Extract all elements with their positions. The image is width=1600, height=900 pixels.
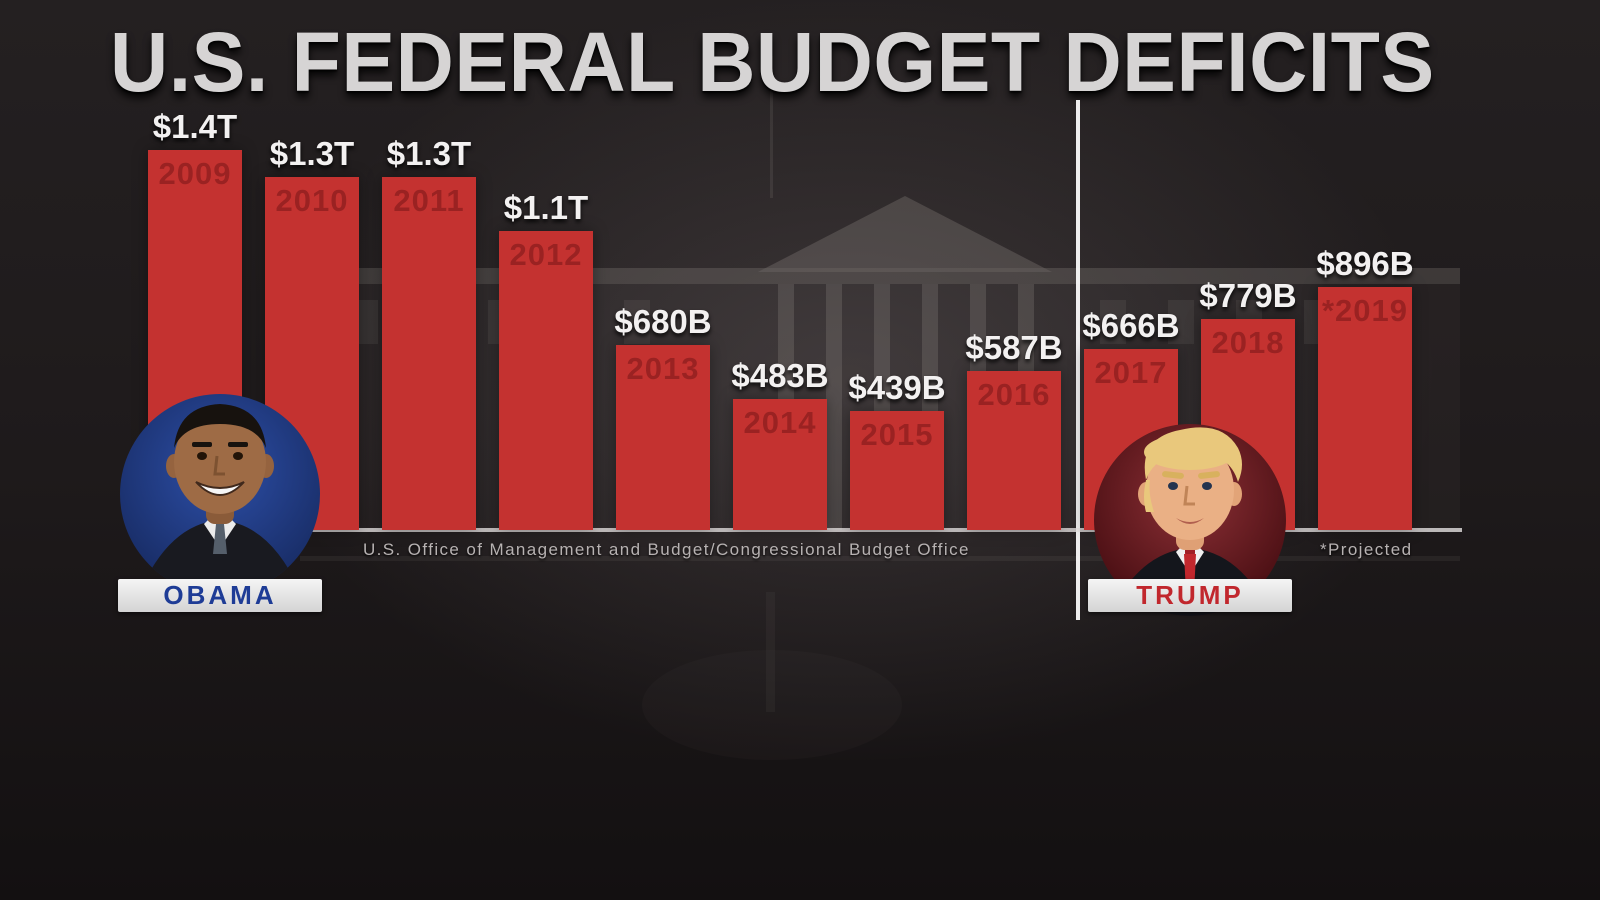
bar-year-label: 2010: [275, 183, 349, 218]
bar-year-label: 2012: [509, 237, 583, 272]
bar-value-label: $666B: [1082, 307, 1180, 344]
bar-value-label: $1.3T: [386, 135, 472, 172]
deficit-bar-2019: *2019: [1318, 287, 1412, 530]
bar-year-label: 2018: [1211, 325, 1285, 360]
bar-year-label: 2009: [158, 156, 232, 191]
deficit-bar-2014: 2014: [733, 399, 827, 530]
bar-year-label: 2015: [860, 417, 934, 452]
bar-value-label: $779B: [1199, 277, 1297, 314]
bar-year-label: 2014: [743, 405, 817, 440]
deficit-bar-2016: 2016: [967, 371, 1061, 530]
bar-value-label: $680B: [614, 303, 712, 340]
bar-year-label: 2013: [626, 351, 700, 386]
page-title: U.S. FEDERAL BUDGET DEFICITS: [110, 15, 1435, 109]
bar-value-label: $587B: [965, 329, 1063, 366]
chart-baseline: [146, 528, 1462, 532]
bar-value-label: $1.3T: [269, 135, 355, 172]
bar-value-label: $1.4T: [152, 108, 238, 145]
obama-name-label: OBAMA: [163, 580, 277, 610]
bar-value-label: $896B: [1316, 245, 1414, 282]
bar-value-label: $439B: [848, 369, 946, 406]
obama-portrait: [118, 384, 322, 601]
deficit-bar-2012: 2012: [499, 231, 593, 530]
bar-value-label: $1.1T: [503, 189, 589, 226]
bar-year-label: 2011: [393, 183, 465, 218]
deficit-bar-2011: 2011: [382, 177, 476, 530]
obama-trump-divider-line: [1076, 100, 1080, 620]
deficit-bar-2013: 2013: [616, 345, 710, 530]
trump-name-label: TRUMP: [1136, 580, 1244, 610]
obama-name-plate: OBAMA: [118, 579, 322, 612]
trump-name-plate: TRUMP: [1088, 579, 1292, 612]
bar-year-label: 2016: [977, 377, 1051, 412]
bar-year-label: *2019: [1321, 293, 1409, 328]
deficit-bar-2015: 2015: [850, 411, 944, 530]
bar-value-label: $483B: [731, 357, 829, 394]
bar-year-label: 2017: [1094, 355, 1168, 390]
projected-footnote: *Projected: [1320, 540, 1413, 559]
source-attribution: U.S. Office of Management and Budget/Con…: [363, 540, 970, 559]
